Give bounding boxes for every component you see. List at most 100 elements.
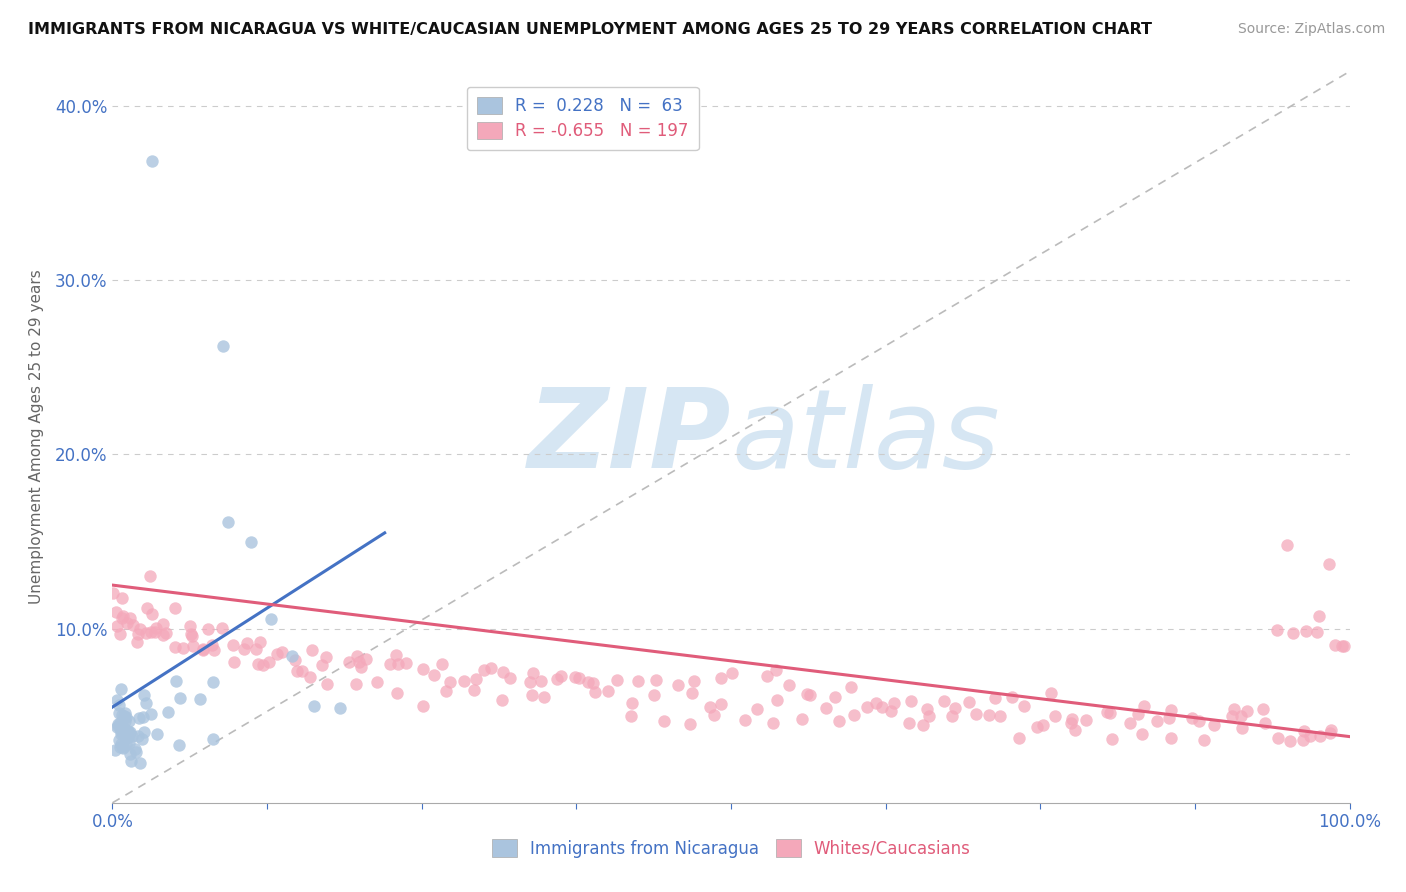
Point [880, 704, 903, 718]
Point [191, 642, 214, 657]
Point [1157, 711, 1180, 725]
Point [236, 636, 259, 650]
Point [1282, 626, 1305, 640]
Point [169, 738, 191, 752]
Point [412, 699, 434, 714]
Point [107, 717, 129, 731]
Point [576, 675, 599, 690]
Point [499, 671, 522, 685]
Point [172, 640, 194, 655]
Point [1043, 709, 1066, 723]
Point [143, 624, 166, 639]
Point [432, 657, 454, 671]
Point [1222, 701, 1244, 715]
Point [522, 688, 544, 702]
Point [900, 694, 922, 708]
Point [1220, 709, 1243, 723]
Point [1265, 623, 1288, 637]
Point [118, 714, 141, 728]
Point [815, 701, 838, 715]
Point [1292, 733, 1315, 747]
Point [1101, 731, 1123, 746]
Point [977, 708, 1000, 723]
Point [917, 708, 939, 723]
Point [115, 615, 138, 630]
Point [1160, 731, 1182, 745]
Point [107, 719, 129, 733]
Point [131, 731, 153, 746]
Text: ZIP: ZIP [527, 384, 731, 491]
Point [115, 737, 138, 751]
Point [1294, 723, 1316, 738]
Point [472, 663, 495, 677]
Point [745, 702, 768, 716]
Point [232, 641, 254, 656]
Point [620, 709, 643, 723]
Point [679, 717, 702, 731]
Point [284, 653, 307, 667]
Point [108, 739, 131, 754]
Point [519, 675, 541, 690]
Point [180, 627, 202, 641]
Point [1333, 639, 1355, 653]
Point [626, 673, 648, 688]
Point [271, 645, 294, 659]
Point [1295, 624, 1317, 639]
Point [1188, 714, 1211, 729]
Point [145, 621, 167, 635]
Point [1160, 702, 1182, 716]
Point [666, 678, 689, 692]
Point [1095, 705, 1118, 719]
Point [1331, 640, 1354, 654]
Point [165, 674, 187, 689]
Point [1267, 731, 1289, 746]
Point [1060, 712, 1083, 726]
Point [108, 627, 131, 641]
Point [346, 648, 368, 663]
Point [117, 730, 139, 744]
Point [941, 709, 963, 723]
Point [139, 569, 162, 583]
Point [1132, 727, 1154, 741]
Point [108, 706, 131, 721]
Point [181, 629, 204, 643]
Point [1040, 686, 1063, 700]
Point [1119, 715, 1142, 730]
Text: IMMIGRANTS FROM NICARAGUA VS WHITE/CAUCASIAN UNEMPLOYMENT AMONG AGES 25 TO 29 YE: IMMIGRANTS FROM NICARAGUA VS WHITE/CAUCA… [28, 22, 1152, 37]
Point [112, 720, 135, 734]
Point [169, 690, 191, 705]
Point [108, 715, 131, 730]
Point [181, 639, 204, 653]
Point [120, 747, 142, 761]
Point [127, 729, 149, 743]
Point [291, 665, 314, 679]
Point [765, 663, 787, 677]
Point [491, 692, 513, 706]
Point [799, 688, 821, 702]
Point [957, 695, 980, 709]
Point [522, 665, 544, 680]
Point [582, 676, 605, 690]
Point [115, 730, 138, 744]
Point [201, 732, 224, 747]
Point [108, 698, 131, 712]
Point [1317, 557, 1340, 571]
Point [101, 586, 124, 600]
Point [683, 673, 706, 688]
Point [111, 608, 134, 623]
Point [139, 625, 162, 640]
Point [134, 689, 156, 703]
Point [762, 716, 785, 731]
Point [110, 681, 132, 696]
Point [1060, 715, 1083, 730]
Point [479, 661, 502, 675]
Point [188, 691, 211, 706]
Point [120, 754, 142, 768]
Point [239, 534, 262, 549]
Point [121, 618, 143, 632]
Point [110, 727, 132, 741]
Point [1236, 704, 1258, 718]
Point [118, 736, 141, 750]
Point [1230, 709, 1253, 723]
Point [245, 641, 267, 656]
